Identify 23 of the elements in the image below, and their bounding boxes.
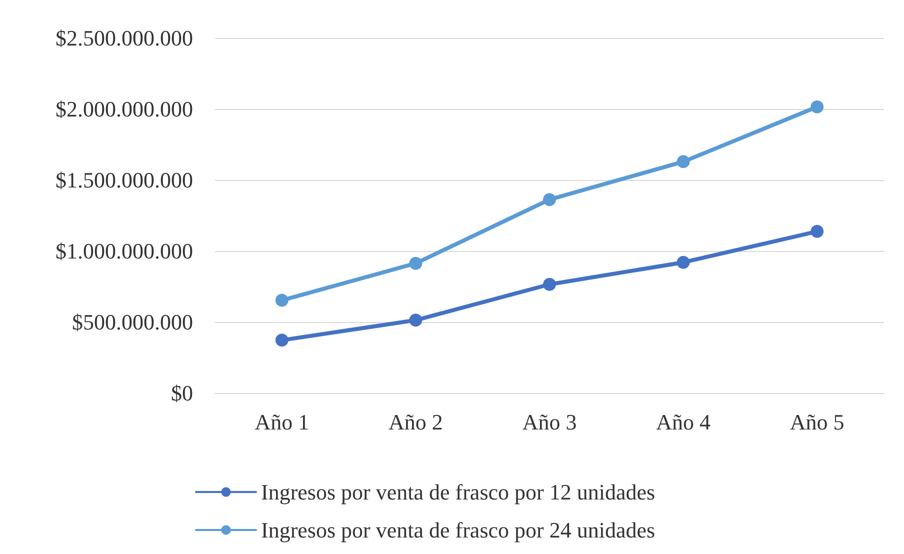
point: [676, 155, 690, 168]
point: [409, 256, 422, 270]
point: [810, 100, 824, 114]
legend-label: Ingresos por venta de frasco por 24 unidades: [261, 518, 656, 542]
y-tick-label: $2.500.000.000: [56, 26, 193, 50]
point: [275, 334, 288, 347]
x-tick-label: Año 2: [388, 410, 443, 434]
y-tick-label: $2.000.000.000: [56, 96, 193, 122]
y-tick-label: $500.000.000: [72, 310, 193, 334]
x-tick-label: Año 1: [254, 410, 310, 434]
y-tick-label: $1.000.000.000: [56, 238, 193, 264]
legend-label: Ingresos por venta de frasco por 12 unidades: [261, 480, 656, 504]
point: [676, 256, 690, 269]
point: [409, 314, 422, 327]
y-tick-label: $1.500.000.000: [56, 168, 193, 192]
point: [543, 193, 556, 206]
y-tick-label: $0: [171, 380, 193, 406]
point: [543, 278, 556, 291]
x-tick-label: Año 5: [790, 410, 844, 434]
x-tick-label: Año 4: [656, 410, 710, 434]
point: [275, 294, 288, 307]
x-tick-label: Año 3: [522, 410, 577, 434]
point: [810, 224, 824, 238]
